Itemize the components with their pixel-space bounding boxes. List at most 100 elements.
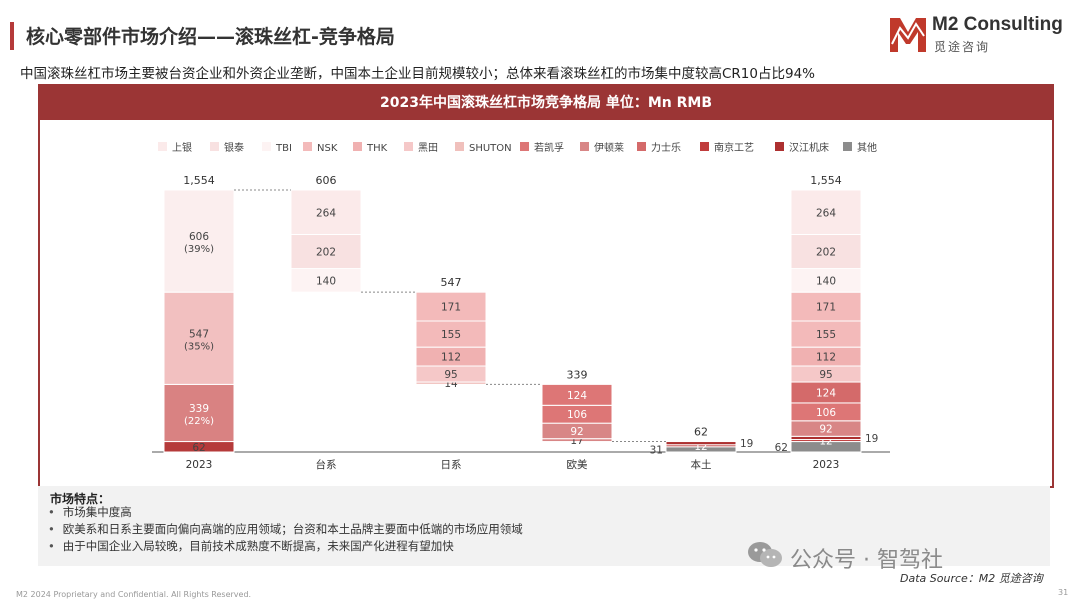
watermark: 公众号 · 智驾社 (748, 542, 943, 574)
legend-label: NSK (317, 143, 338, 154)
x-tick-label: 欧美 (567, 458, 588, 471)
data-label: 339 (189, 403, 209, 415)
page-number: 31 (1058, 588, 1069, 597)
data-label: 547 (189, 328, 209, 340)
bar-segment (163, 291, 235, 385)
chart-title: 2023年中国滚珠丝杠市场竞争格局 单位：Mn RMB (40, 86, 1052, 120)
market-notes: 市场特点： 市场集中度高 欧美系和日系主要面向偏向高端的应用领域；台资和本土品牌… (38, 486, 1050, 566)
legend-label: THK (366, 143, 388, 154)
data-label: 112 (816, 352, 836, 364)
bar-total-label: 62 (694, 426, 708, 439)
data-label: 106 (567, 409, 587, 421)
legend-label: 若凯孚 (534, 141, 564, 154)
data-label: 92 (819, 424, 832, 436)
bar-total-label: 1,554 (183, 174, 215, 187)
data-label: 171 (441, 302, 461, 314)
legend-label: 上银 (172, 141, 192, 154)
legend-swatch (700, 142, 709, 151)
legend-label: 力士乐 (651, 141, 681, 154)
notes-title: 市场特点： (50, 492, 111, 506)
bar-segment (415, 291, 487, 322)
logo-subtitle: 觅途咨询 (934, 40, 991, 54)
bar-total-label: 1,554 (810, 174, 842, 187)
bar-segment (790, 189, 862, 236)
m2-logo-icon (890, 18, 926, 52)
bar-segment (665, 441, 737, 446)
legend-label: 银泰 (224, 141, 244, 154)
data-label: 31 (650, 444, 663, 456)
chart-panel: 2023年中国滚珠丝杠市场竞争格局 单位：Mn RMB 上银 银泰 TBI NSK TH… (38, 84, 1054, 488)
legend-swatch (455, 142, 464, 151)
x-tick-label: 台系 (316, 458, 337, 471)
company-logo: M2 Consulting 觅途咨询 (888, 12, 1068, 56)
bar-total-label: 339 (567, 368, 588, 381)
data-label: 202 (316, 247, 336, 259)
data-label: 140 (816, 275, 836, 287)
legend-swatch (303, 142, 312, 151)
bar-segment (163, 189, 235, 293)
data-label: 171 (816, 302, 836, 314)
legend-label: 南京工艺 (714, 141, 754, 154)
data-label: 124 (567, 390, 587, 402)
bar-segment (541, 383, 613, 406)
x-tick-label: 日系 (441, 459, 462, 471)
wechat-icon (748, 542, 782, 567)
bar-total-label: 547 (441, 276, 462, 289)
bar-segment (415, 320, 487, 348)
legend-swatch (637, 142, 646, 151)
data-label: 264 (816, 207, 836, 219)
x-tick-label: 本土 (691, 458, 712, 471)
legend-swatch (158, 142, 167, 151)
data-label-pct: (35%) (184, 341, 214, 352)
legend-swatch (262, 142, 271, 151)
legend-swatch (210, 142, 219, 151)
data-label: 92 (570, 426, 583, 438)
data-label: 155 (816, 329, 836, 341)
waterfall-chart: 上银 银泰 TBI NSK THK 黑田 SHUTON 若凯孚 伊顿莱 力士乐 南京工艺 汉江机床 其他… (152, 141, 890, 471)
data-label: 19 (865, 433, 878, 445)
note-item: 市场集中度高 (48, 504, 523, 521)
data-label: 264 (316, 207, 336, 219)
legend-label: 汉江机床 (789, 141, 829, 154)
notes-list: 市场集中度高 欧美系和日系主要面向偏向高端的应用领域；台资和本土品牌主要面中低端… (48, 504, 523, 555)
data-label: 62 (775, 442, 788, 454)
bar-segment (163, 383, 235, 443)
data-label: 155 (441, 329, 461, 341)
legend-swatch (580, 142, 589, 151)
footer-copyright: M2 2024 Proprietary and Confidential. Al… (16, 590, 252, 599)
data-label-pct: (22%) (184, 416, 214, 427)
data-label-pct: (39%) (184, 244, 214, 255)
legend-swatch (353, 142, 362, 151)
data-label: 112 (441, 352, 461, 364)
bar-segment (290, 189, 362, 236)
note-item: 欧美系和日系主要面向偏向高端的应用领域；台资和本土品牌主要面中低端的市场应用领域 (48, 521, 523, 538)
legend-swatch (404, 142, 413, 151)
page-subtitle: 中国滚珠丝杠市场主要被台资企业和外资企业垄断，中国本土企业目前规模较小；总体来看… (20, 66, 815, 82)
data-label: 124 (816, 387, 836, 399)
data-label: 95 (819, 369, 832, 381)
watermark-text: 公众号 · 智驾社 (790, 548, 943, 573)
logo-name: M2 Consulting (932, 14, 1063, 35)
data-label: 140 (316, 275, 336, 287)
data-source: Data Source：M2 觅途咨询 (900, 572, 1043, 585)
bar-segment (790, 234, 862, 270)
legend-label: 伊顿莱 (594, 141, 624, 154)
legend-label: 黑田 (418, 142, 438, 154)
data-label: 95 (444, 369, 457, 381)
bar-segment (290, 234, 362, 270)
legend-label: 其他 (857, 141, 877, 154)
bar-total-label: 606 (316, 174, 337, 187)
data-label: 19 (740, 438, 753, 450)
data-label: 62 (192, 442, 205, 454)
x-tick-label: 2023 (813, 459, 840, 471)
note-item: 由于中国企业入局较晚，目前技术成熟度不断提高，未来国产化进程有望加快 (48, 538, 523, 555)
x-tick-label: 2023 (186, 459, 213, 471)
page-title: 核心零部件市场介绍——滚珠丝杠-竞争格局 (26, 26, 395, 48)
legend-label: SHUTON (469, 143, 512, 154)
data-label: 606 (189, 231, 209, 243)
legend-label: TBI (275, 143, 292, 154)
data-label: 202 (816, 247, 836, 259)
legend-swatch (843, 142, 852, 151)
bar-segment (790, 320, 862, 348)
legend-swatch (520, 142, 529, 151)
